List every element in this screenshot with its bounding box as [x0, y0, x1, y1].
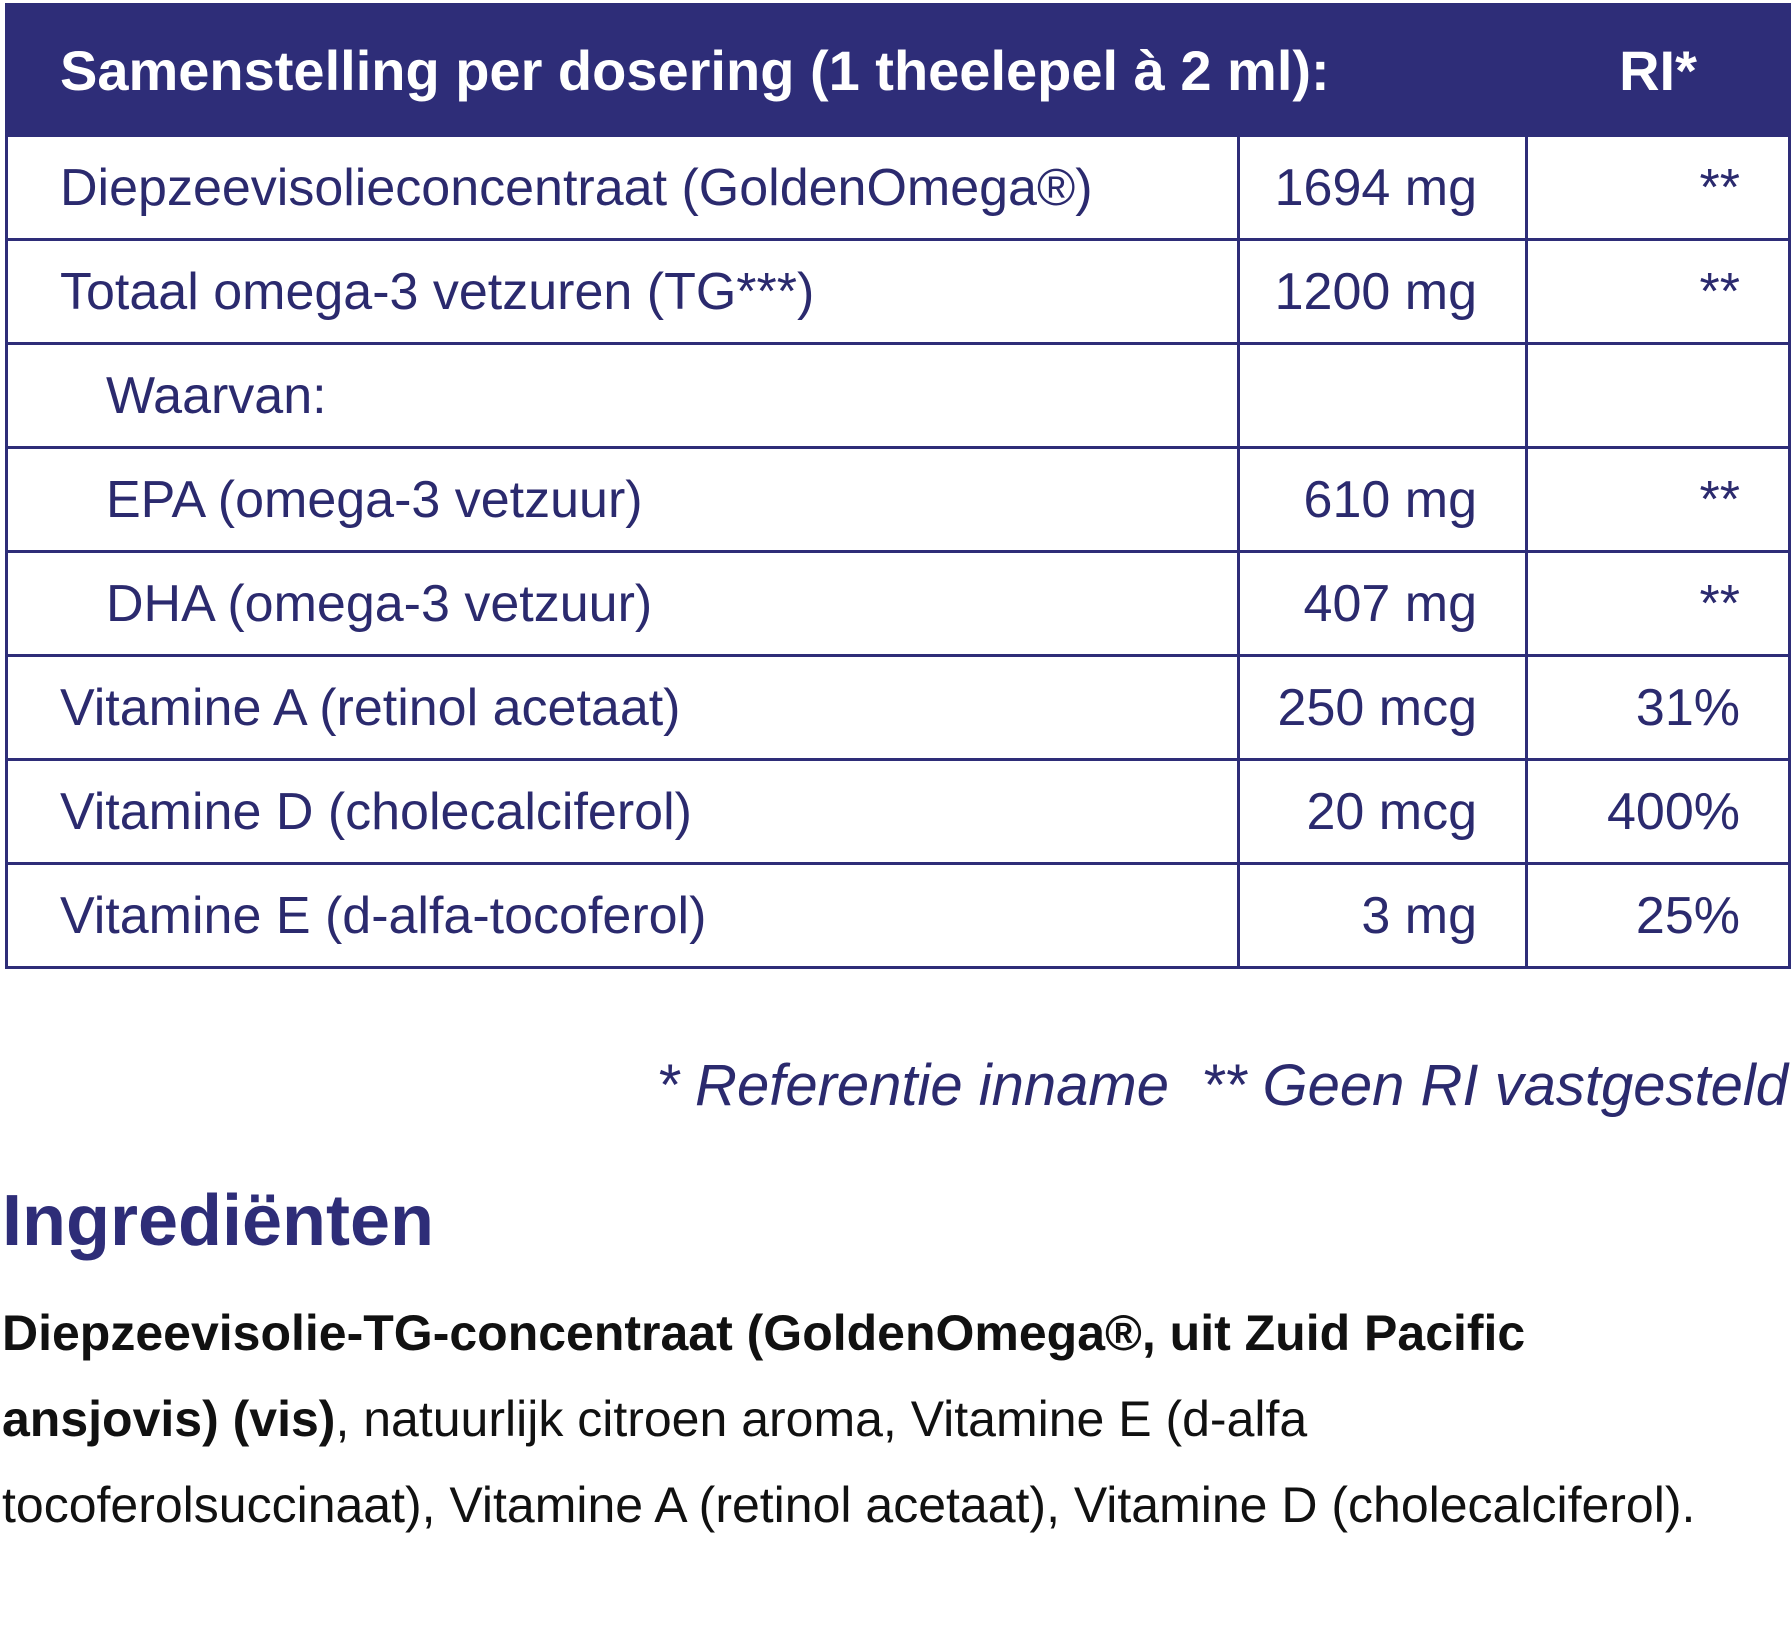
- table-row: Totaal omega-3 vetzuren (TG***) 1200 mg **: [5, 238, 1791, 345]
- footnote: * Referentie inname ** Geen RI vastgeste…: [656, 1053, 1788, 1118]
- header-ri: RI*: [1525, 3, 1791, 137]
- table-row: Vitamine A (retinol acetaat) 250 mcg 31%: [5, 654, 1791, 761]
- header-title: Samenstelling per dosering (1 theelepel …: [5, 3, 1528, 137]
- cell-name: DHA (omega-3 vetzuur): [5, 550, 1240, 657]
- cell-ri: **: [1525, 550, 1791, 657]
- table-body: Diepzeevisolieconcentraat (GoldenOmega®)…: [5, 134, 1791, 969]
- cell-amount: 20 mcg: [1237, 758, 1528, 865]
- cell-ri: [1525, 342, 1791, 449]
- cell-name: EPA (omega-3 vetzuur): [5, 446, 1240, 553]
- cell-amount: 610 mg: [1237, 446, 1528, 553]
- cell-amount: 3 mg: [1237, 862, 1528, 969]
- nutrition-table: Samenstelling per dosering (1 theelepel …: [5, 3, 1791, 969]
- ingredients-title: Ingrediënten: [2, 1181, 435, 1261]
- cell-amount: 250 mcg: [1237, 654, 1528, 761]
- table-row: Vitamine D (cholecalciferol) 20 mcg 400%: [5, 758, 1791, 865]
- ingredients-rest: , natuurlijk citroen aroma, Vitamine E (…: [2, 1391, 1696, 1533]
- ingredients-text: Diepzeevisolie-TG-concentraat (GoldenOme…: [2, 1290, 1702, 1548]
- cell-amount: 407 mg: [1237, 550, 1528, 657]
- table-row: Vitamine E (d-alfa-tocoferol) 3 mg 25%: [5, 862, 1791, 969]
- table-row: EPA (omega-3 vetzuur) 610 mg **: [5, 446, 1791, 553]
- cell-name: Diepzeevisolieconcentraat (GoldenOmega®): [5, 134, 1240, 241]
- table-row: DHA (omega-3 vetzuur) 407 mg **: [5, 550, 1791, 657]
- cell-amount: 1200 mg: [1237, 238, 1528, 345]
- header-row: Samenstelling per dosering (1 theelepel …: [5, 3, 1791, 137]
- cell-ri: **: [1525, 446, 1791, 553]
- cell-name: Vitamine D (cholecalciferol): [5, 758, 1240, 865]
- cell-ri: **: [1525, 134, 1791, 241]
- table-row: Waarvan:: [5, 342, 1791, 449]
- cell-ri: 400%: [1525, 758, 1791, 865]
- cell-name: Waarvan:: [5, 342, 1240, 449]
- cell-name: Vitamine E (d-alfa-tocoferol): [5, 862, 1240, 969]
- cell-ri: 25%: [1525, 862, 1791, 969]
- cell-ri: 31%: [1525, 654, 1791, 761]
- cell-amount: 1694 mg: [1237, 134, 1528, 241]
- cell-name: Totaal omega-3 vetzuren (TG***): [5, 238, 1240, 345]
- table-row: Diepzeevisolieconcentraat (GoldenOmega®)…: [5, 134, 1791, 241]
- ingredients-bold: Diepzeevisolie-TG-concentraat (GoldenOme…: [2, 1305, 1526, 1447]
- cell-ri: **: [1525, 238, 1791, 345]
- cell-amount: [1237, 342, 1528, 449]
- cell-name: Vitamine A (retinol acetaat): [5, 654, 1240, 761]
